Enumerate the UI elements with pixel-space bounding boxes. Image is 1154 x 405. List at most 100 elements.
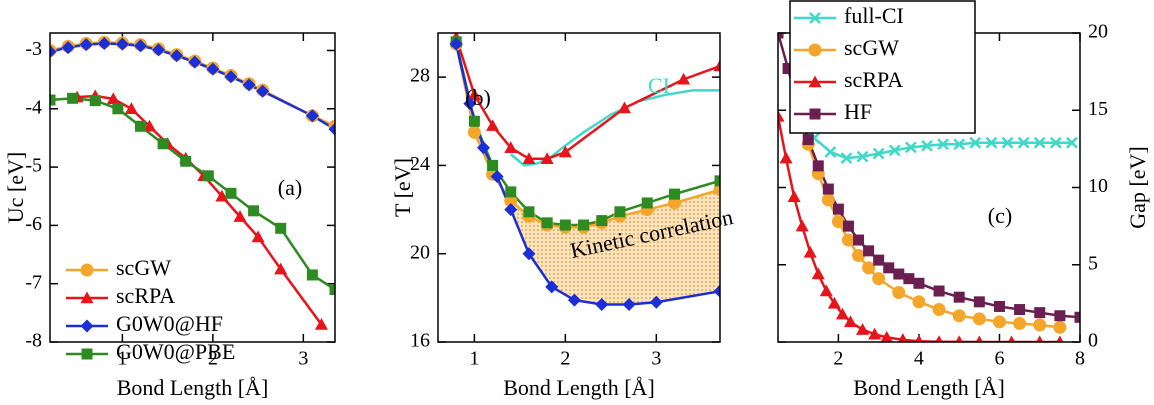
x-tick-label: 3 [651, 348, 661, 370]
marker [713, 59, 720, 72]
marker [782, 63, 794, 75]
marker [649, 295, 663, 309]
x-axis-label: Bond Length [Å] [503, 375, 655, 400]
marker [935, 335, 943, 342]
marker [522, 152, 536, 165]
y-axis-label: Uc [eV] [3, 152, 28, 223]
marker [487, 159, 499, 171]
marker [975, 335, 983, 342]
marker [883, 262, 895, 274]
y-tick-label: 10 [1088, 175, 1108, 197]
panel-label: (b) [465, 85, 491, 110]
marker [1049, 136, 1062, 149]
legend-label: scGW [844, 35, 899, 60]
marker [973, 296, 985, 308]
marker [80, 291, 94, 304]
marker [863, 245, 875, 257]
marker [314, 318, 328, 330]
marker [912, 295, 926, 309]
marker [274, 262, 288, 275]
marker [993, 300, 1005, 312]
plot-area [778, 33, 1080, 342]
marker [808, 43, 822, 57]
marker [617, 101, 631, 114]
series-line [454, 41, 720, 227]
marker [856, 323, 870, 335]
y-tick-label: 16 [410, 330, 430, 352]
marker [225, 187, 237, 199]
marker [248, 205, 260, 217]
marker [677, 72, 691, 85]
x-tick-label: 2 [833, 348, 843, 370]
y-tick-label: 5 [1088, 252, 1098, 274]
marker [1033, 136, 1046, 149]
marker [856, 150, 869, 163]
y-tick-label: -8 [25, 330, 42, 352]
x-tick-label: 8 [1075, 348, 1085, 370]
marker [903, 273, 915, 285]
marker [614, 206, 626, 218]
marker [134, 120, 146, 132]
marker [802, 134, 814, 146]
marker [256, 84, 270, 98]
marker [812, 160, 824, 172]
marker [486, 119, 500, 131]
marker [463, 97, 477, 111]
marker [873, 254, 885, 266]
y-tick-label: 20 [1088, 21, 1108, 43]
marker [467, 125, 481, 139]
marker [779, 151, 793, 164]
marker [778, 109, 785, 122]
y-tick-label: -4 [25, 96, 42, 118]
marker [819, 284, 833, 297]
y-tick-label: 15 [1088, 98, 1108, 120]
marker [809, 12, 821, 24]
marker [1001, 136, 1014, 149]
marker [504, 194, 518, 208]
marker [1033, 318, 1047, 332]
shaded-area [456, 44, 720, 305]
marker [541, 217, 553, 229]
marker [952, 309, 966, 323]
y-tick-label: -7 [25, 271, 42, 293]
marker [808, 75, 822, 88]
marker [872, 147, 885, 160]
y-tick-label: 24 [410, 153, 430, 175]
legend-label: G0W0@PBE [116, 339, 235, 364]
y-axis-label: Gap [eV] [1125, 146, 1150, 228]
marker [713, 284, 720, 298]
marker [67, 92, 79, 104]
marker [937, 138, 949, 151]
marker [133, 39, 147, 53]
marker [305, 109, 319, 123]
plot-frame [49, 32, 336, 343]
marker [832, 203, 844, 215]
marker [124, 102, 138, 114]
marker [504, 203, 518, 217]
marker [853, 234, 865, 246]
marker [559, 219, 571, 231]
marker [822, 183, 834, 195]
marker [449, 37, 463, 51]
marker [1007, 335, 1016, 342]
marker [170, 49, 184, 63]
marker [955, 335, 963, 342]
marker [215, 189, 229, 202]
marker [523, 206, 535, 218]
x-tick-label: 4 [914, 348, 924, 370]
marker [567, 293, 581, 307]
plot-area [449, 33, 720, 311]
legend-frame [789, 0, 976, 134]
marker [89, 95, 101, 107]
marker [778, 33, 784, 39]
legend-label: scGW [116, 255, 171, 280]
marker [914, 334, 923, 342]
marker [233, 210, 247, 222]
marker [852, 248, 866, 262]
legend-label: full-CI [844, 3, 904, 28]
marker [1054, 310, 1066, 322]
marker [522, 247, 536, 261]
y-tick-label: 20 [410, 241, 430, 263]
x-axis-label: Bond Length [Å] [853, 375, 1005, 400]
